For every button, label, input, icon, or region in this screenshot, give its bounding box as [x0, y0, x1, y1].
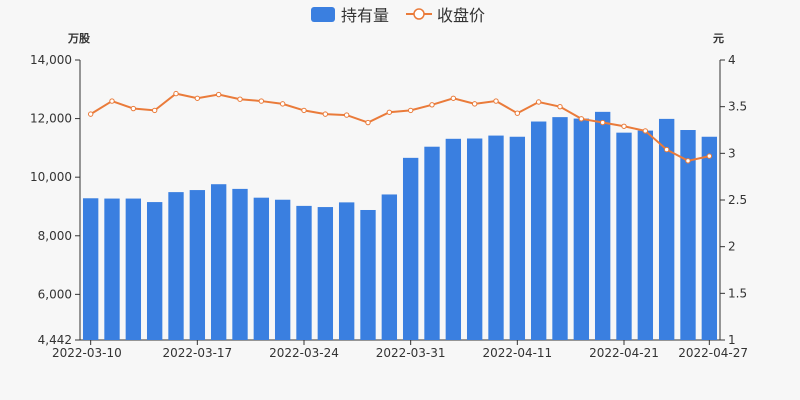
holding-bar[interactable]: [530, 121, 547, 340]
holding-bar[interactable]: [680, 130, 696, 340]
holding-bar[interactable]: [573, 118, 590, 340]
holding-bar[interactable]: [658, 118, 675, 340]
close-price-point[interactable]: [685, 158, 691, 164]
x-axis-tick-label: 2022-04-11: [482, 346, 552, 360]
close-price-point[interactable]: [493, 98, 499, 104]
close-price-point[interactable]: [386, 109, 393, 115]
holding-bar[interactable]: [168, 192, 184, 340]
legend-line-marker[interactable]: [413, 8, 425, 20]
right-axis-tick-label: 2: [728, 240, 736, 254]
close-price-point[interactable]: [322, 111, 329, 117]
holding-bar[interactable]: [232, 188, 248, 340]
holding-bar[interactable]: [466, 138, 483, 340]
legend-line-label[interactable]: 收盘价: [437, 6, 485, 25]
right-axis-tick-label: 1.5: [728, 286, 747, 300]
left-axis-tick-label: 4,442: [38, 333, 72, 347]
x-axis-tick-label: 2022-04-21: [589, 346, 659, 360]
close-price-point[interactable]: [599, 119, 606, 126]
holding-bar[interactable]: [637, 130, 654, 340]
right-axis-tick-label: 2.5: [728, 193, 747, 207]
holding-bar[interactable]: [317, 207, 334, 340]
holding-bar[interactable]: [210, 184, 227, 340]
close-price-point[interactable]: [535, 99, 542, 105]
close-price-point[interactable]: [151, 107, 158, 114]
close-price-point[interactable]: [343, 112, 350, 118]
right-axis-tick-label: 1: [728, 333, 736, 347]
line-series: [87, 90, 713, 164]
bar-series: [82, 111, 718, 340]
holding-bar[interactable]: [274, 199, 291, 340]
holding-bar[interactable]: [594, 111, 611, 340]
holding-bar[interactable]: [445, 138, 462, 340]
holding-bar[interactable]: [146, 202, 163, 340]
axes: 4,442 6,000 8,000 10,000 12,000 14,000 1 1.5 2 2.…: [30, 53, 748, 360]
right-axis-tick-label: 3: [728, 146, 736, 160]
x-axis-tick-label: 2022-03-17: [162, 346, 232, 360]
close-price-line: [90, 92, 710, 162]
close-price-point[interactable]: [514, 110, 521, 116]
close-price-point[interactable]: [663, 146, 670, 153]
close-price-point[interactable]: [87, 111, 94, 117]
holding-bar[interactable]: [381, 194, 398, 340]
close-price-point[interactable]: [642, 128, 649, 134]
holding-bar[interactable]: [509, 136, 526, 340]
right-axis-unit: 元: [713, 32, 724, 45]
left-axis-unit: 万股: [67, 32, 91, 45]
close-price-point[interactable]: [130, 105, 137, 112]
holding-bar[interactable]: [488, 135, 504, 340]
close-price-point[interactable]: [109, 98, 115, 104]
holding-bar[interactable]: [125, 198, 142, 340]
holding-bar[interactable]: [189, 190, 206, 340]
x-axis-tick-label: 2022-03-24: [269, 346, 339, 360]
close-price-point[interactable]: [578, 116, 585, 122]
legend-bar-label[interactable]: 持有量: [341, 6, 389, 25]
holding-bar[interactable]: [424, 146, 440, 340]
close-price-point[interactable]: [279, 101, 286, 107]
close-price-point[interactable]: [471, 101, 478, 107]
right-axis-tick-label: 4: [728, 53, 736, 67]
left-axis-tick-label: 8,000: [38, 229, 72, 243]
close-price-point[interactable]: [237, 96, 243, 102]
holding-bar[interactable]: [253, 197, 270, 340]
legend-bar-swatch[interactable]: [311, 7, 335, 22]
x-axis-tick-label: 2022-03-31: [376, 346, 446, 360]
close-price-point[interactable]: [429, 102, 435, 108]
holding-bar[interactable]: [338, 202, 355, 340]
close-price-point[interactable]: [407, 107, 414, 114]
holding-bar[interactable]: [552, 117, 568, 340]
left-axis-tick-label: 14,000: [30, 53, 72, 67]
close-price-point[interactable]: [301, 107, 307, 114]
holding-bar[interactable]: [296, 205, 312, 340]
left-axis-tick-label: 6,000: [38, 287, 72, 301]
left-axis-tick-label: 12,000: [30, 112, 72, 126]
holding-bar[interactable]: [82, 198, 99, 340]
holding-bar[interactable]: [701, 136, 718, 340]
close-price-point[interactable]: [706, 153, 713, 159]
x-axis-tick-label: 2022-04-27: [678, 346, 748, 360]
close-price-point[interactable]: [621, 123, 627, 129]
close-price-point[interactable]: [365, 119, 371, 126]
legend[interactable]: 持有量 收盘价: [311, 6, 485, 25]
x-axis-tick-label: 2022-03-10: [52, 346, 122, 360]
holding-bar[interactable]: [402, 157, 419, 340]
holding-bar[interactable]: [360, 209, 376, 340]
holding-bar[interactable]: [616, 132, 632, 340]
holding-bar[interactable]: [104, 198, 120, 340]
left-axis-tick-label: 10,000: [30, 170, 72, 184]
close-price-point[interactable]: [173, 90, 179, 97]
close-price-point[interactable]: [258, 98, 265, 104]
right-axis-tick-label: 3.5: [728, 100, 747, 114]
close-price-point[interactable]: [557, 103, 563, 110]
close-price-point[interactable]: [450, 95, 457, 101]
close-price-point[interactable]: [215, 91, 222, 98]
close-price-point[interactable]: [194, 95, 201, 101]
